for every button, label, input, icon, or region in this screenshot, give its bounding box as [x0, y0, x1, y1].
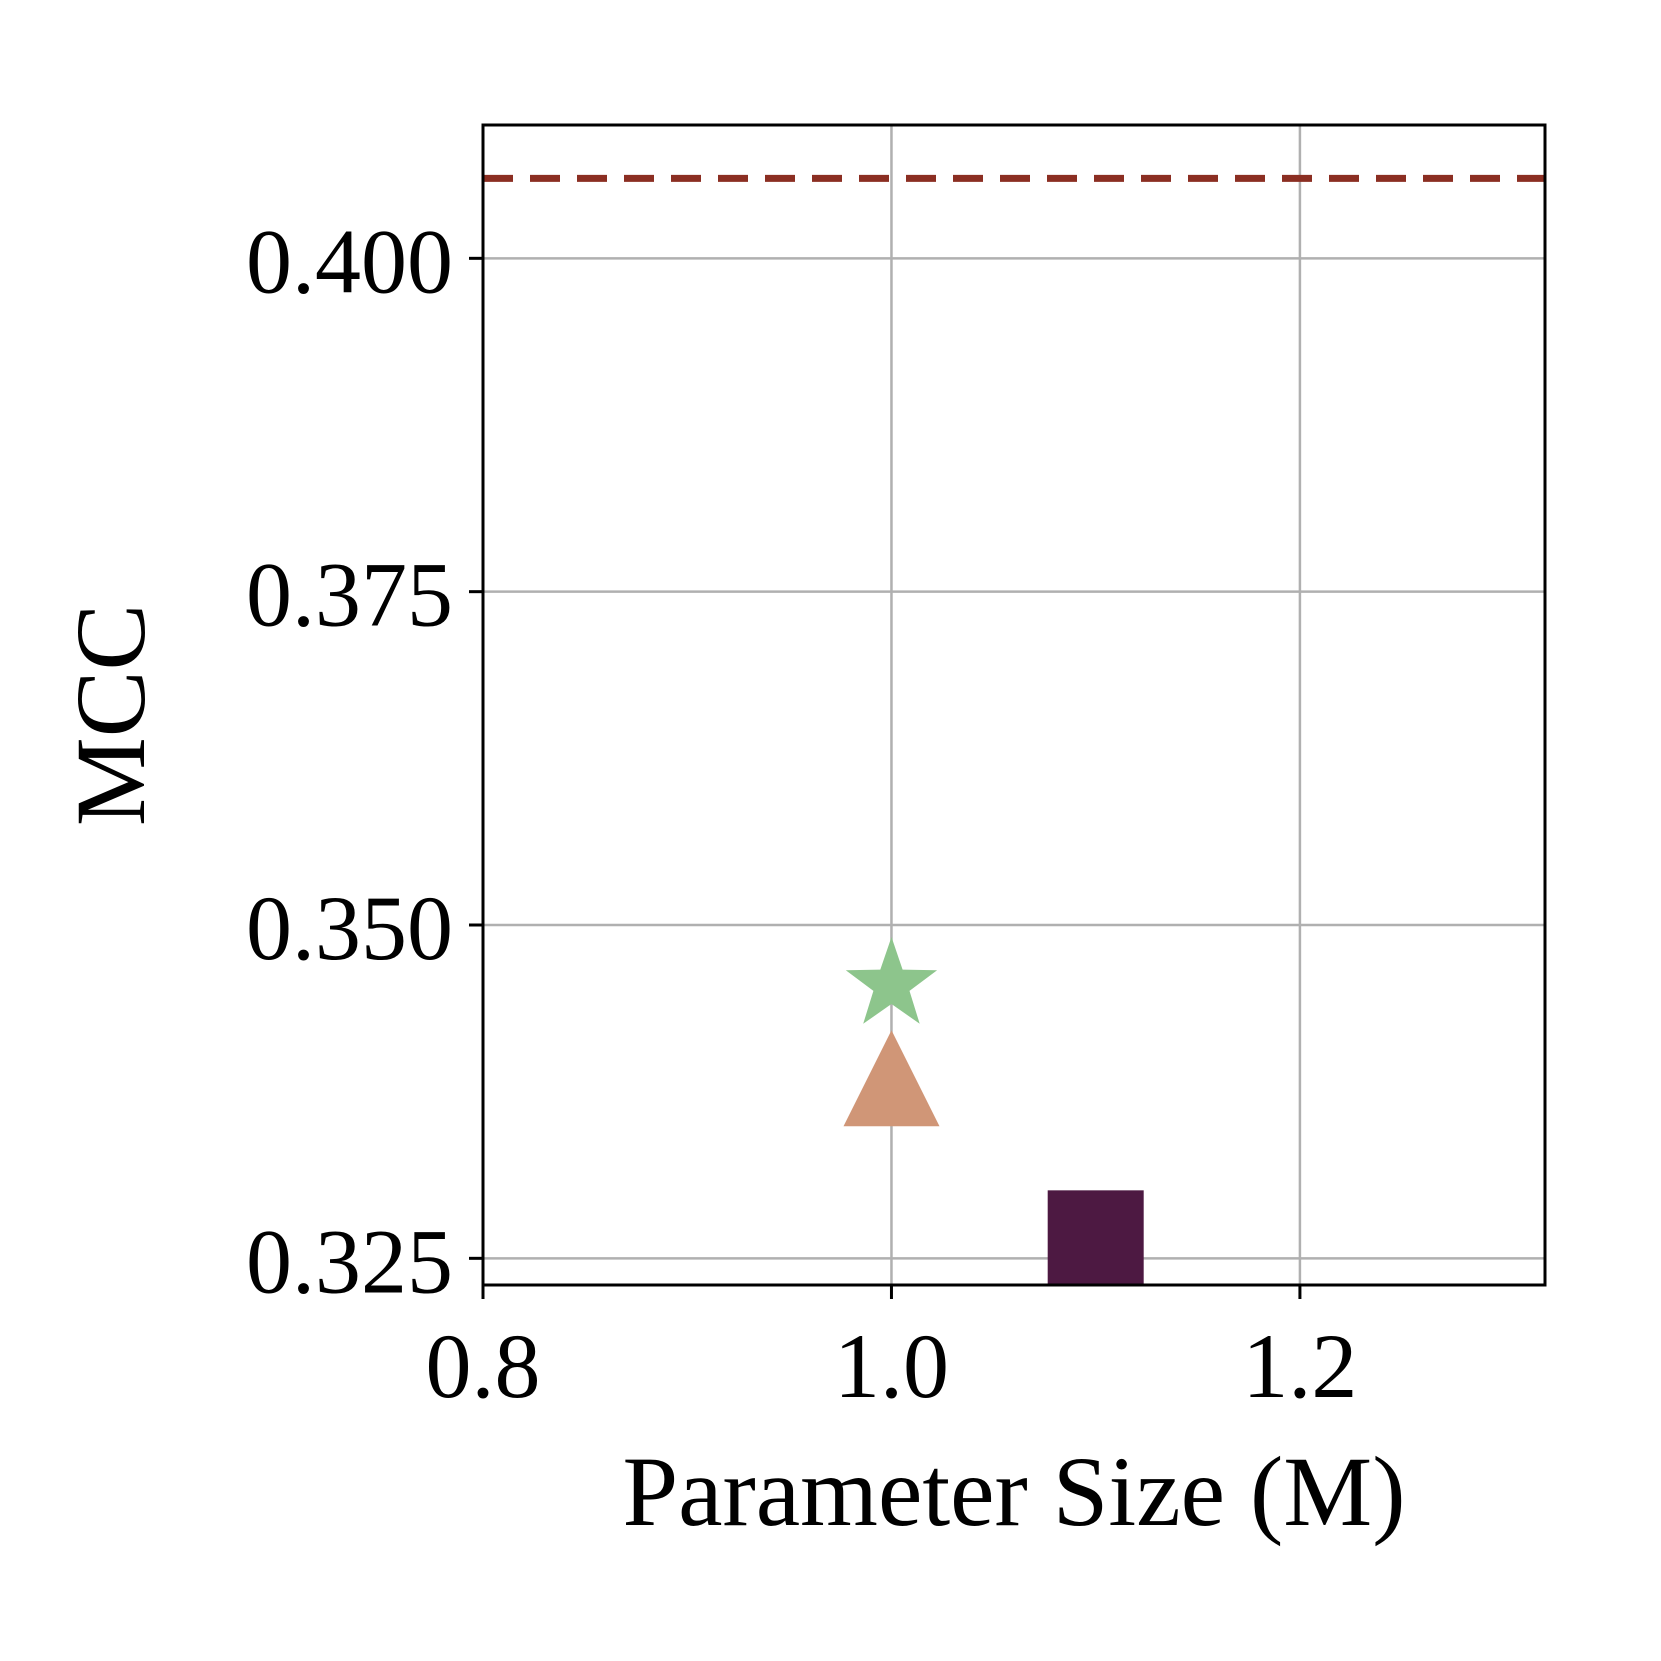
axis-ticks: 0.8 1.0 1.2 0.325 0.350 0.375 0.400 — [246, 210, 1357, 1417]
y-tick-label: 0.325 — [246, 1210, 453, 1312]
star-marker — [845, 937, 938, 1024]
y-axis-label: MCC — [55, 604, 166, 826]
y-tick-label: 0.400 — [246, 210, 453, 312]
markers-layer — [843, 937, 1144, 1287]
x-tick-label: 1.0 — [834, 1315, 949, 1417]
plot-frame — [481, 123, 1547, 1287]
square-marker — [1047, 1190, 1144, 1287]
x-axis-label: Parameter Size (M) — [622, 1436, 1405, 1547]
triangle-marker — [843, 1030, 940, 1127]
y-tick-label: 0.350 — [246, 877, 453, 979]
y-tick-label: 0.375 — [246, 544, 453, 646]
x-tick-label: 0.8 — [426, 1315, 541, 1417]
x-tick-label: 1.2 — [1242, 1315, 1357, 1417]
